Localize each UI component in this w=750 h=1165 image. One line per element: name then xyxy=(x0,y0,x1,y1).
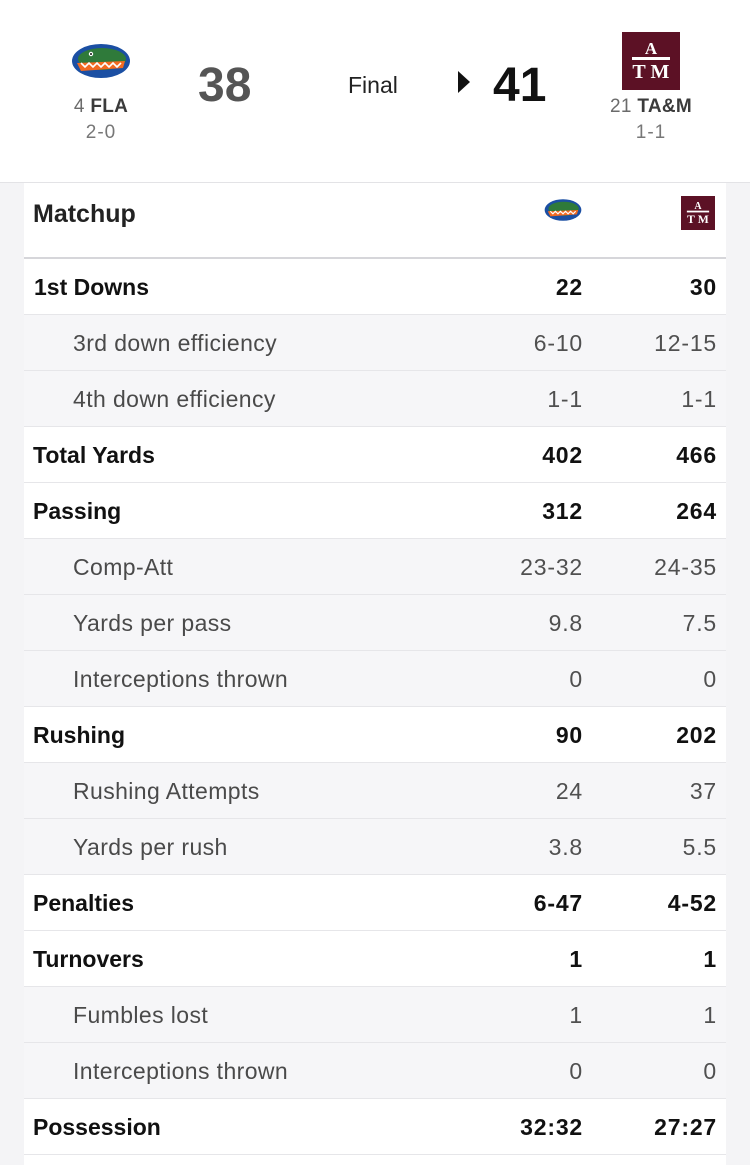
stat-label: 4th down efficiency xyxy=(73,386,276,412)
svg-text:A: A xyxy=(694,201,702,212)
stat-home-value: 30 xyxy=(689,274,717,300)
away-score: 38 xyxy=(198,59,252,112)
stat-away-value: 90 xyxy=(555,722,583,748)
stat-label: Total Yards xyxy=(33,442,155,468)
stat-label: Possession xyxy=(33,1114,161,1140)
game-status: Final xyxy=(348,72,398,98)
home-team-rank: 21 xyxy=(610,96,632,117)
stat-away-value: 6-47 xyxy=(533,890,583,916)
stat-home-value: 37 xyxy=(689,778,717,804)
stat-label: Rushing xyxy=(33,722,125,748)
away-team[interactable]: 4 FLA 2-0 xyxy=(26,30,176,144)
stat-home-value: 202 xyxy=(676,722,717,748)
stat-label: Rushing Attempts xyxy=(73,778,260,804)
winner-arrow-icon xyxy=(458,71,470,93)
stat-row: 3rd down efficiency 6-10 12-15 xyxy=(24,315,726,371)
stat-home-value: 24-35 xyxy=(654,554,717,580)
florida-gators-logo-icon xyxy=(72,44,130,78)
stat-label: Passing xyxy=(33,498,122,524)
stat-row: Yards per pass 9.8 7.5 xyxy=(24,595,726,651)
stats-table: 1st Downs 22 30 3rd down efficiency 6-10 12-1… xyxy=(24,259,726,1155)
stat-home-value: 1 xyxy=(703,946,717,972)
matchup-section: Matchup A T M 1st Downs 22 30 3rd down effi… xyxy=(0,182,750,1165)
stat-away-value: 1-1 xyxy=(547,386,583,412)
stat-home-value: 0 xyxy=(703,666,717,692)
stat-home-value: 5.5 xyxy=(682,834,717,860)
stat-row: Turnovers 1 1 xyxy=(24,931,726,987)
stat-label: Yards per rush xyxy=(73,834,228,860)
stat-home-value: 264 xyxy=(676,498,717,524)
scoreboard: 4 FLA 2-0 38 Final 41 A T M 21 TA&M 1-1 xyxy=(0,0,750,182)
stat-away-value: 9.8 xyxy=(548,610,583,636)
svg-text:M: M xyxy=(651,61,670,83)
stat-row: Passing 312 264 xyxy=(24,483,726,539)
stat-away-value: 24 xyxy=(555,778,583,804)
stat-label: 3rd down efficiency xyxy=(73,330,278,356)
matchup-header: Matchup A T M xyxy=(24,183,726,259)
stat-row: Interceptions thrown 0 0 xyxy=(24,651,726,707)
stat-away-value: 312 xyxy=(542,498,583,524)
stat-label: Turnovers xyxy=(33,946,144,972)
stat-home-value: 0 xyxy=(703,1058,717,1084)
stat-away-value: 402 xyxy=(542,442,583,468)
stat-home-value: 12-15 xyxy=(654,330,717,356)
svg-text:T: T xyxy=(632,61,646,83)
stat-row: Total Yards 402 466 xyxy=(24,427,726,483)
stat-label: Yards per pass xyxy=(73,610,232,636)
stat-label: Interceptions thrown xyxy=(73,666,289,692)
stat-row: 1st Downs 22 30 xyxy=(24,259,726,315)
stat-away-value: 1 xyxy=(569,946,583,972)
florida-gators-small-logo-icon xyxy=(544,199,582,221)
stat-label: Penalties xyxy=(33,890,134,916)
stat-row: Rushing 90 202 xyxy=(24,707,726,763)
away-team-abbr: FLA xyxy=(90,96,129,117)
stat-away-value: 22 xyxy=(555,274,583,300)
stat-row: 4th down efficiency 1-1 1-1 xyxy=(24,371,726,427)
stat-label: 1st Downs xyxy=(34,274,150,300)
stat-away-value: 0 xyxy=(569,666,583,692)
stat-away-value: 6-10 xyxy=(533,330,583,356)
home-score: 41 xyxy=(493,59,547,112)
away-team-name: 4 FLA xyxy=(26,96,176,118)
stat-away-value: 23-32 xyxy=(520,554,583,580)
svg-text:T: T xyxy=(687,213,695,226)
stat-row: Penalties 6-47 4-52 xyxy=(24,875,726,931)
stat-home-value: 27:27 xyxy=(654,1114,717,1140)
texas-am-logo-icon: A T M xyxy=(622,32,680,90)
texas-am-small-logo-icon: A T M xyxy=(681,196,715,230)
stat-home-value: 7.5 xyxy=(682,610,717,636)
away-team-record: 2-0 xyxy=(85,122,117,143)
stat-row: Rushing Attempts 24 37 xyxy=(24,763,726,819)
stat-row: Comp-Att 23-32 24-35 xyxy=(24,539,726,595)
stat-away-value: 0 xyxy=(569,1058,583,1084)
svg-text:A: A xyxy=(645,39,658,58)
stat-home-value: 1-1 xyxy=(681,386,717,412)
stat-home-value: 4-52 xyxy=(667,890,717,916)
stat-away-value: 1 xyxy=(569,1002,583,1028)
stat-label: Comp-Att xyxy=(73,554,174,580)
matchup-card: Matchup A T M 1st Downs 22 30 3rd down effi… xyxy=(24,183,726,1165)
home-team[interactable]: A T M 21 TA&M 1-1 xyxy=(576,30,726,144)
matchup-title: Matchup xyxy=(33,200,136,228)
home-team-record: 1-1 xyxy=(635,122,667,143)
stat-label: Interceptions thrown xyxy=(73,1058,289,1084)
stat-away-value: 32:32 xyxy=(520,1114,583,1140)
stat-label: Fumbles lost xyxy=(73,1002,209,1028)
svg-text:M: M xyxy=(698,213,709,226)
home-team-name: 21 TA&M xyxy=(576,96,726,118)
stat-away-value: 3.8 xyxy=(548,834,583,860)
stat-home-value: 1 xyxy=(703,1002,717,1028)
stat-row: Yards per rush 3.8 5.5 xyxy=(24,819,726,875)
stat-row: Interceptions thrown 0 0 xyxy=(24,1043,726,1099)
home-team-abbr: TA&M xyxy=(637,96,692,117)
stat-row: Fumbles lost 1 1 xyxy=(24,987,726,1043)
stat-row: Possession 32:32 27:27 xyxy=(24,1099,726,1155)
away-team-rank: 4 xyxy=(73,96,85,117)
stat-home-value: 466 xyxy=(676,442,717,468)
